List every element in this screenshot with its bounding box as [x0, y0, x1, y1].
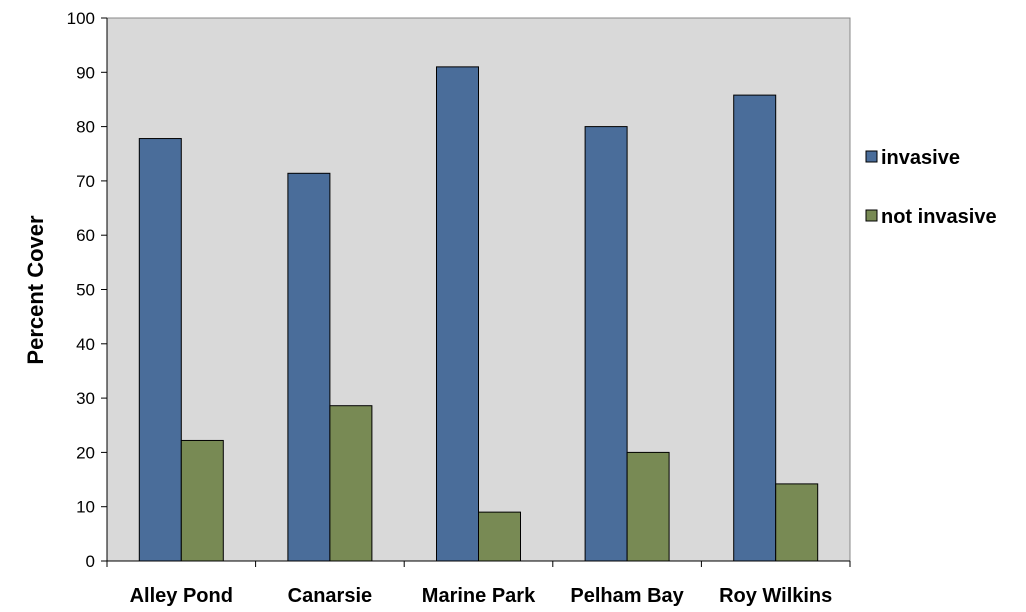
y-tick-label: 30	[76, 389, 95, 408]
legend-label: not invasive	[881, 206, 997, 228]
y-tick-label: 60	[76, 226, 95, 245]
y-tick-label: 40	[76, 335, 95, 354]
x-category-label: Roy Wilkins	[719, 585, 832, 607]
bars-group	[138, 66, 819, 562]
y-axis: 0 10 20 30 40 50 60 70 80 90 100	[67, 9, 108, 571]
bar-not-invasive	[775, 483, 819, 562]
bar-not-invasive	[626, 451, 670, 562]
bar-invasive	[436, 66, 479, 562]
x-category-label: Canarsie	[288, 585, 373, 607]
y-tick-label: 10	[76, 498, 95, 517]
bar-invasive	[138, 138, 182, 562]
y-tick-label: 70	[76, 172, 95, 191]
x-category-label: Alley Pond	[130, 585, 233, 607]
y-tick-label: 20	[76, 443, 95, 462]
y-tick-label: 90	[76, 63, 95, 82]
x-axis: Alley Pond Canarsie Marine Park Pelham Bay R…	[106, 560, 851, 607]
bar-invasive	[584, 126, 628, 562]
bar-invasive	[733, 94, 777, 562]
x-category-label: Pelham Bay	[570, 585, 684, 607]
y-tick-label: 80	[76, 118, 95, 137]
y-axis-title: Percent Cover	[23, 215, 48, 365]
legend-swatch	[865, 209, 878, 222]
bar-not-invasive	[478, 511, 521, 562]
y-tick-label: 0	[86, 552, 95, 571]
bar-invasive	[287, 172, 331, 562]
x-category-label: Marine Park	[422, 585, 536, 607]
y-tick-label: 100	[67, 9, 95, 28]
legend-label: invasive	[881, 147, 960, 169]
legend-swatch	[865, 150, 878, 163]
bar-not-invasive	[180, 439, 224, 562]
bar-not-invasive	[329, 405, 373, 562]
y-tick-label: 50	[76, 281, 95, 300]
legend: invasive not invasive	[865, 147, 997, 228]
